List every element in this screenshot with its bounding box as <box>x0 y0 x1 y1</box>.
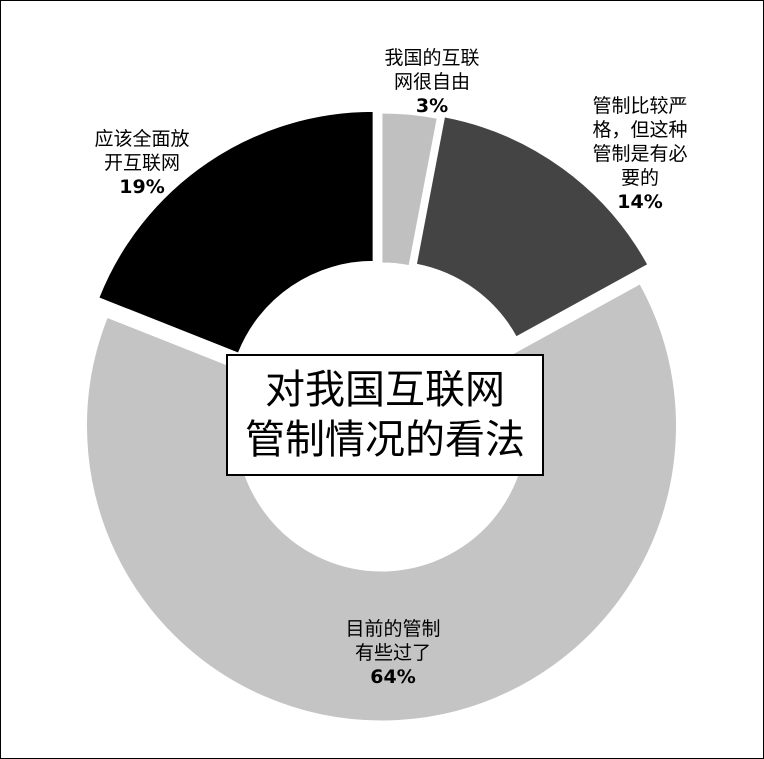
donut-slice-free <box>381 112 438 267</box>
donut-slice-open <box>98 110 374 354</box>
slice-label-open: 应该全面放 开互联网 19% <box>62 103 222 223</box>
slice-value-excessive: 64% <box>370 666 416 688</box>
slice-label-excessive-text: 目前的管制 有些过了 <box>345 618 441 664</box>
slice-label-free: 我国的互联 网很自由 3% <box>352 22 512 142</box>
slice-label-open-text: 应该全面放 开互联网 <box>94 128 190 174</box>
slice-label-strict: 管制比较严 格，但这种 管制是有必 要的 14% <box>560 70 720 238</box>
slice-label-excessive: 目前的管制 有些过了 64% <box>313 593 473 713</box>
slice-label-strict-text: 管制比较严 格，但这种 管制是有必 要的 <box>592 95 688 189</box>
slice-value-strict: 14% <box>617 191 663 213</box>
donut-slice-strict <box>415 116 649 338</box>
slice-value-free: 3% <box>415 95 449 117</box>
slice-value-open: 19% <box>119 176 165 198</box>
slice-label-free-text: 我国的互联 网很自由 <box>384 47 480 93</box>
chart-title: 对我国互联网 管制情况的看法 <box>226 354 544 476</box>
